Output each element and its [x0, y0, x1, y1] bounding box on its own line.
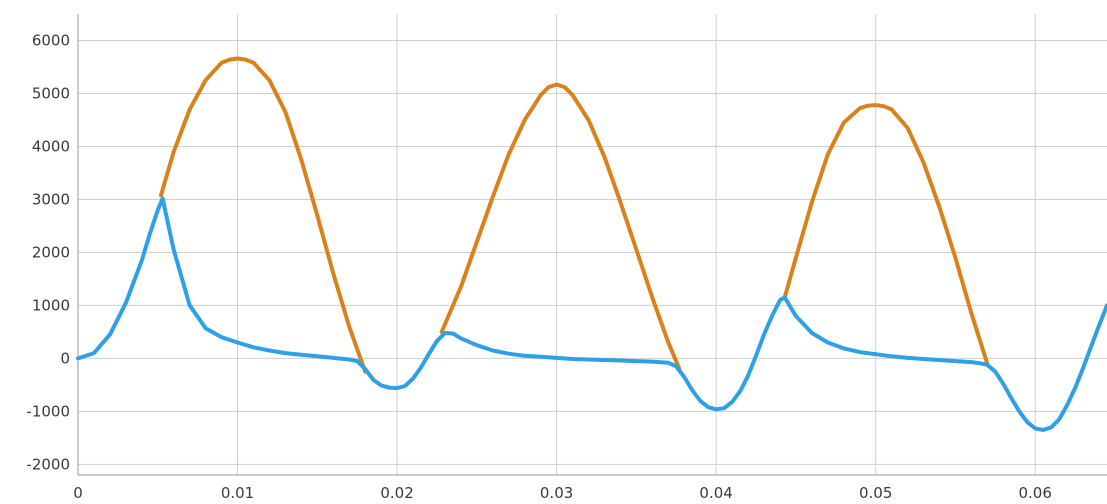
y-tick-label: 3000	[32, 190, 70, 208]
series-line-4	[76, 196, 1107, 432]
series-line-2	[439, 82, 682, 371]
x-tick-label: 0.02	[380, 484, 413, 502]
tick-labels: -2000 -1000 0 1000 2000 3000 4000 5000 6000 0 0.01…	[26, 31, 1052, 502]
series-line-3	[782, 103, 990, 366]
grid-lines	[78, 14, 1107, 475]
x-tick-label: 0.05	[859, 484, 892, 502]
y-tick-label: 6000	[32, 31, 70, 49]
y-tick-label: 0	[60, 349, 70, 367]
y-tick-label: 4000	[32, 137, 70, 155]
plot-area	[78, 14, 1107, 475]
y-tick-label: -1000	[26, 402, 70, 420]
y-tick-label: 5000	[32, 84, 70, 102]
data-series	[76, 56, 1107, 432]
y-tick-label: 1000	[32, 296, 70, 314]
y-tick-label: -2000	[26, 455, 70, 473]
series-line-1	[159, 56, 368, 374]
x-tick-label: 0.04	[699, 484, 732, 502]
x-tick-label: 0.01	[221, 484, 254, 502]
y-tick-label: 2000	[32, 243, 70, 261]
x-tick-label: 0.03	[540, 484, 573, 502]
x-tick-label: 0.06	[1019, 484, 1052, 502]
axes	[77, 14, 1107, 476]
x-tick-label: 0	[73, 484, 83, 502]
